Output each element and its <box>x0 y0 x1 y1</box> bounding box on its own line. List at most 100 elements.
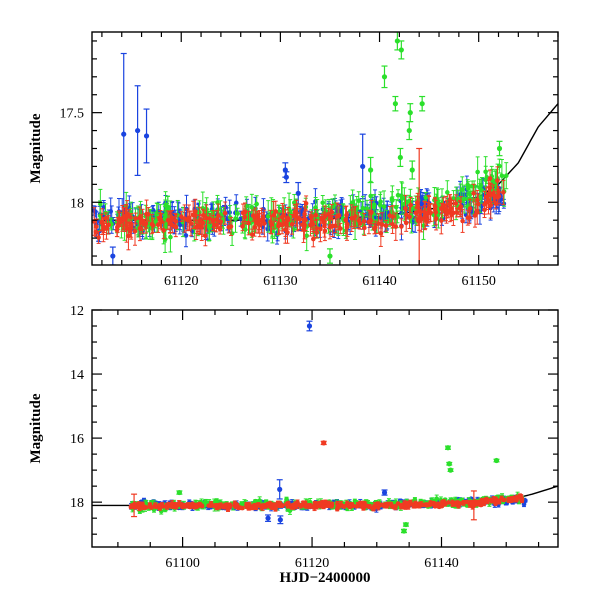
data-point <box>240 210 246 216</box>
data-point <box>149 221 155 227</box>
bottom-panel-data-layer <box>92 320 558 534</box>
data-point <box>268 219 273 225</box>
data-point <box>366 219 372 225</box>
data-point <box>395 192 401 198</box>
data-point <box>353 214 358 219</box>
data-point <box>477 185 482 190</box>
data-point <box>360 211 365 217</box>
data-point <box>471 190 477 196</box>
data-point <box>99 220 104 225</box>
data-point <box>344 224 350 230</box>
data-point <box>280 214 285 220</box>
data-point <box>423 195 429 200</box>
outlier-point <box>368 167 374 173</box>
data-point <box>240 224 245 229</box>
data-point <box>94 224 99 229</box>
data-point <box>390 221 395 227</box>
data-point <box>475 201 481 207</box>
data-point <box>322 220 327 225</box>
data-point <box>501 190 506 195</box>
data-point <box>207 225 212 231</box>
outlier-point <box>143 133 150 139</box>
data-point <box>460 218 465 224</box>
data-point <box>383 223 389 229</box>
data-point <box>155 222 161 228</box>
data-point <box>350 200 355 205</box>
x-tick-label: 61140 <box>362 274 396 289</box>
data-point <box>204 215 209 221</box>
outlier-point <box>306 323 313 329</box>
data-point <box>216 213 221 219</box>
outlier-point <box>121 131 127 137</box>
data-point <box>445 209 451 214</box>
data-point <box>369 209 374 215</box>
data-point <box>249 232 255 237</box>
data-point <box>349 215 355 221</box>
data-point <box>488 202 494 208</box>
data-point <box>495 178 500 183</box>
data-point <box>318 226 323 232</box>
outlier-point <box>381 74 388 80</box>
data-point <box>327 214 333 220</box>
data-point <box>233 216 238 221</box>
data-point <box>308 214 314 220</box>
data-point <box>344 212 349 218</box>
data-point <box>459 187 465 192</box>
data-point <box>132 229 138 234</box>
x-tick-label: 61130 <box>263 274 297 289</box>
data-point <box>297 216 303 222</box>
data-point <box>319 216 324 222</box>
outlier-point <box>409 167 415 173</box>
data-point <box>393 204 399 210</box>
data-point <box>454 210 460 215</box>
data-point <box>457 206 463 211</box>
top-panel: 61120 61130 61140 61150 17.5 18 Magnitude <box>28 31 559 289</box>
outlier-point <box>135 127 141 134</box>
data-point <box>426 205 432 211</box>
outlier-point <box>360 163 366 170</box>
data-point <box>133 216 138 221</box>
data-point <box>302 216 308 222</box>
data-point <box>389 197 395 202</box>
top-panel-ticks: 61120 61130 61140 61150 17.5 18 <box>60 32 559 289</box>
data-point <box>311 236 316 242</box>
data-point <box>179 214 184 219</box>
data-point <box>218 219 224 225</box>
data-point <box>313 212 319 218</box>
data-point <box>150 207 156 213</box>
outlier-point <box>265 515 271 521</box>
data-point <box>376 221 381 226</box>
data-point <box>368 193 373 199</box>
data-point <box>475 169 480 175</box>
data-point <box>276 221 282 227</box>
data-point <box>235 211 240 216</box>
data-point <box>399 196 405 201</box>
data-point <box>303 201 309 206</box>
data-point <box>445 190 450 195</box>
top-panel-data-layer <box>92 32 558 265</box>
outlier-point <box>277 517 283 523</box>
data-marks <box>92 32 558 265</box>
data-point <box>472 213 478 218</box>
data-point <box>145 212 151 217</box>
outlier-point <box>392 101 398 107</box>
data-point <box>322 228 328 234</box>
data-point <box>373 225 378 230</box>
data-point <box>495 194 500 200</box>
data-point <box>439 218 444 223</box>
x-tick-label: 61150 <box>461 274 495 289</box>
data-point <box>465 196 470 201</box>
data-point <box>322 214 328 220</box>
data-point <box>259 218 264 223</box>
data-point <box>210 219 216 224</box>
data-point <box>465 185 471 191</box>
data-point <box>356 198 362 204</box>
y-tick-label: 18 <box>70 196 84 211</box>
data-marks <box>92 320 558 534</box>
outlier-point <box>283 174 289 180</box>
data-point <box>433 216 439 221</box>
data-point <box>393 224 399 229</box>
data-point <box>123 213 129 218</box>
